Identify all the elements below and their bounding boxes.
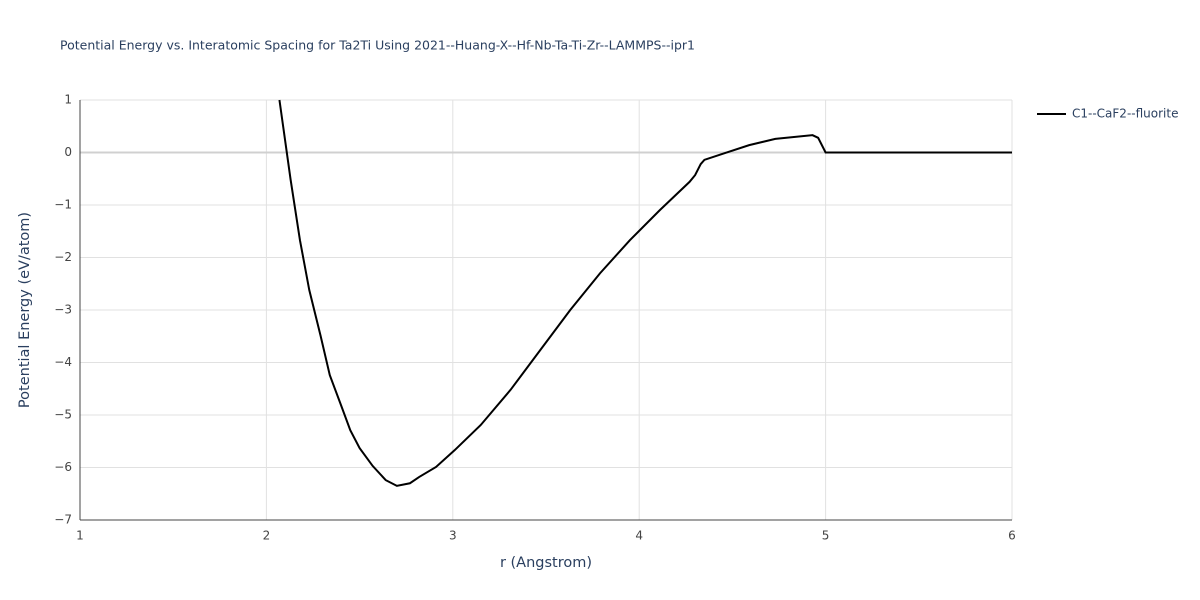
data-line [278, 99, 1012, 487]
x-axis-label: r (Angstrom) [500, 555, 592, 571]
x-tick-label: 2 [263, 529, 271, 543]
y-tick-label: −3 [54, 303, 72, 317]
x-tick-label: 1 [76, 529, 84, 543]
y-tick-label: −7 [54, 513, 72, 527]
y-tick-label: 0 [64, 145, 72, 159]
y-tick-label: −2 [54, 250, 72, 264]
y-tick-label: −1 [54, 198, 72, 212]
y-tick-label: −6 [54, 460, 72, 474]
x-tick-label: 5 [822, 529, 830, 543]
x-tick-label: 4 [635, 529, 643, 543]
y-tick-label: −4 [54, 355, 72, 369]
x-tick-label: 3 [449, 529, 457, 543]
y-tick-label: −5 [54, 408, 72, 422]
legend-label: C1--CaF2--fluorite [1072, 107, 1178, 121]
y-axis-label: Potential Energy (eV/atom) [17, 212, 33, 408]
y-tick-label: 1 [64, 93, 72, 107]
x-tick-label: 6 [1008, 529, 1016, 543]
chart-title: Potential Energy vs. Interatomic Spacing… [60, 38, 695, 53]
